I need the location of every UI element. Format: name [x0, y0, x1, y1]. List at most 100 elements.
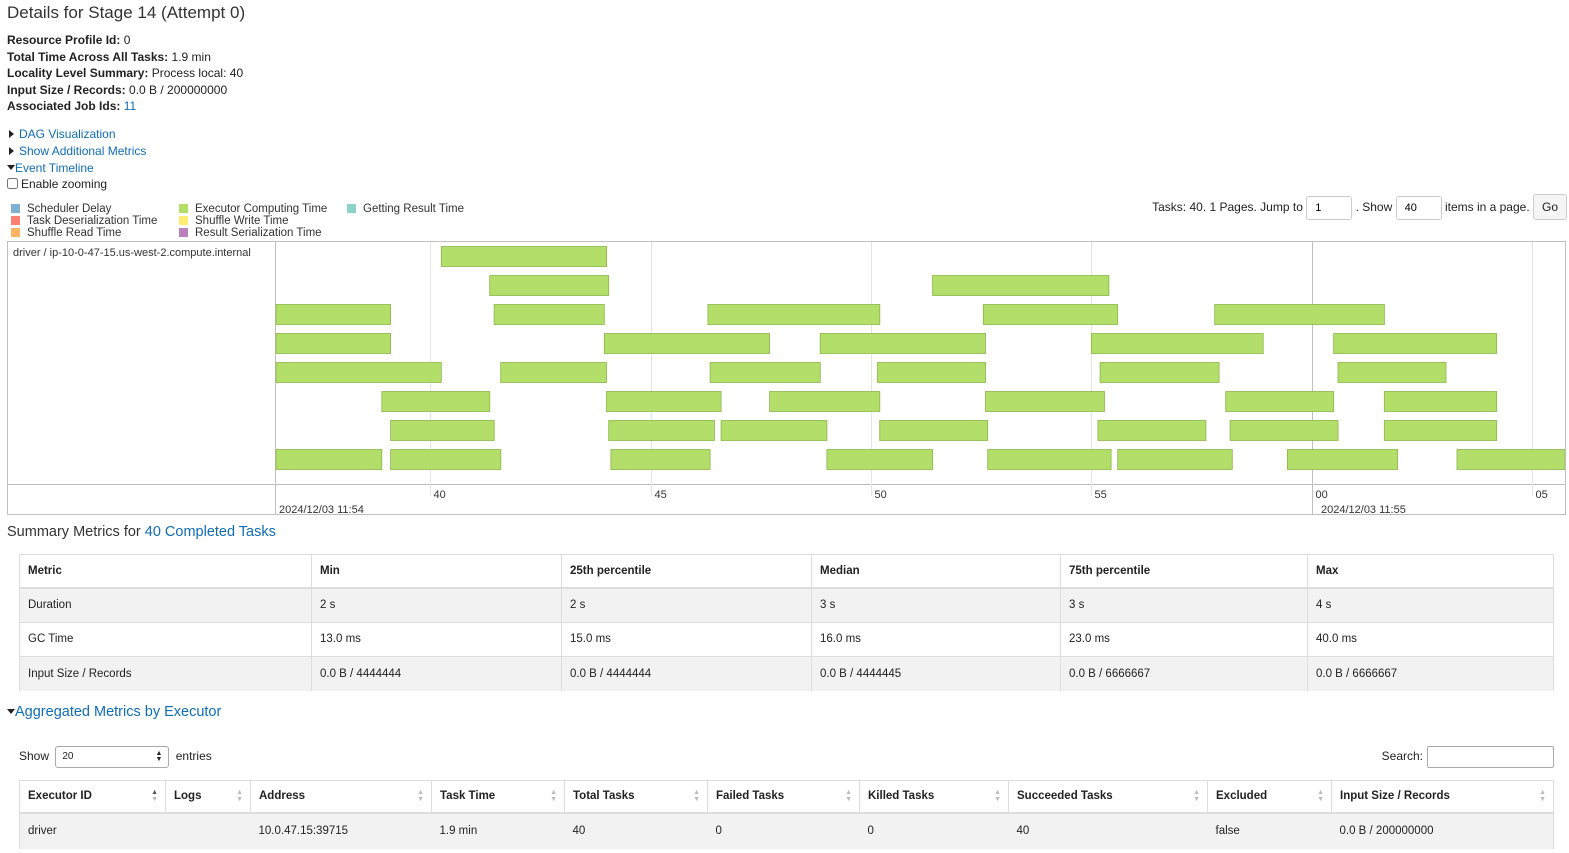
- task-bar[interactable]: [720, 420, 828, 441]
- task-bar[interactable]: [987, 449, 1112, 470]
- page-title: Details for Stage 14 (Attempt 0): [7, 3, 246, 22]
- task-bar[interactable]: [500, 362, 607, 383]
- sort-icon: ▲ ▼: [550, 789, 557, 803]
- task-bar[interactable]: [826, 449, 934, 470]
- task-bar[interactable]: [1097, 420, 1207, 441]
- timeline-tick-label: 05: [1536, 489, 1548, 501]
- column-header-task-time[interactable]: Task Time ▲ ▼: [431, 780, 565, 814]
- select-arrows-icon: ▲ ▼: [155, 750, 163, 763]
- dag-visualization-toggle[interactable]: DAG Visualization: [9, 127, 116, 141]
- task-bar[interactable]: [390, 420, 495, 441]
- task-bar[interactable]: [275, 304, 391, 325]
- event-timeline-link[interactable]: Event Timeline: [15, 161, 94, 175]
- timeline-canvas[interactable]: driver / ip-10-0-47-15.us-west-2.compute…: [8, 242, 1565, 514]
- aggregated-metrics-toggle[interactable]: Aggregated Metrics by Executor: [7, 704, 221, 720]
- additional-metrics-link[interactable]: Show Additional Metrics: [19, 144, 147, 158]
- entries-select[interactable]: 20 ▲ ▼: [55, 746, 170, 768]
- expanded-arrow-icon: [7, 165, 15, 170]
- task-bar[interactable]: [877, 362, 986, 383]
- sort-icon: ▲ ▼: [151, 789, 158, 803]
- jump-to-page-input[interactable]: [1306, 196, 1353, 220]
- expanded-arrow-icon: [7, 709, 15, 714]
- task-bar[interactable]: [879, 420, 989, 441]
- legend-swatch: [179, 228, 188, 237]
- timeline-task-bars: [275, 246, 1565, 470]
- legend-item: Scheduler Delay: [11, 203, 157, 215]
- column-header-address[interactable]: Address ▲ ▼: [250, 780, 432, 814]
- items-per-page-input[interactable]: [1395, 196, 1442, 220]
- task-bar[interactable]: [603, 333, 770, 354]
- task-bar[interactable]: [1456, 449, 1565, 470]
- column-header-killed-tasks[interactable]: Killed Tasks ▲ ▼: [859, 780, 1009, 814]
- task-bar[interactable]: [1099, 362, 1220, 383]
- task-bar[interactable]: [932, 275, 1110, 296]
- column-header-failed-tasks[interactable]: Failed Tasks ▲ ▼: [707, 780, 860, 814]
- task-bar[interactable]: [1333, 333, 1498, 354]
- column-header-executor-id[interactable]: Executor ID ▲ ▼: [19, 780, 166, 814]
- sort-icon: ▲ ▼: [1317, 789, 1324, 803]
- column-header-logs[interactable]: Logs ▲ ▼: [165, 780, 251, 814]
- timeline-end-date: 2024/12/03 11:55: [1321, 504, 1406, 514]
- column-header-input-size[interactable]: Input Size / Records ▲ ▼: [1331, 780, 1554, 814]
- task-bar[interactable]: [1214, 304, 1385, 325]
- task-bar[interactable]: [608, 420, 715, 441]
- task-bar[interactable]: [769, 391, 881, 412]
- legend-swatch: [179, 216, 188, 225]
- job-id-link[interactable]: 11: [123, 99, 137, 114]
- task-bar[interactable]: [819, 333, 986, 354]
- task-bar[interactable]: [610, 449, 711, 470]
- task-bar[interactable]: [275, 333, 391, 354]
- event-timeline-toggle[interactable]: Event Timeline: [7, 161, 94, 175]
- column-header: Median: [811, 554, 1061, 589]
- task-bar[interactable]: [1225, 391, 1335, 412]
- task-bar[interactable]: [709, 362, 821, 383]
- additional-metrics-toggle[interactable]: Show Additional Metrics: [9, 144, 146, 158]
- column-header-excluded[interactable]: Excluded ▲ ▼: [1207, 780, 1332, 814]
- timeline-group-label: driver / ip-10-0-47-15.us-west-2.compute…: [13, 247, 251, 259]
- task-bar[interactable]: [440, 246, 607, 267]
- dag-visualization-link[interactable]: DAG Visualization: [19, 127, 116, 141]
- table-row: Input Size / Records 0.0 B / 4444444 0.0…: [19, 656, 1554, 691]
- task-bar[interactable]: [275, 449, 383, 470]
- task-bar[interactable]: [1229, 420, 1339, 441]
- column-header: Metric: [19, 554, 312, 589]
- task-bar[interactable]: [1090, 333, 1264, 354]
- timeline-tick-label: 40: [434, 489, 446, 501]
- task-bar[interactable]: [1337, 362, 1447, 383]
- sort-icon: ▲ ▼: [994, 789, 1001, 803]
- go-button[interactable]: Go: [1533, 194, 1567, 220]
- task-bar[interactable]: [1117, 449, 1233, 470]
- task-bar[interactable]: [390, 449, 502, 470]
- task-bar[interactable]: [489, 275, 610, 296]
- task-bar[interactable]: [493, 304, 605, 325]
- task-bar[interactable]: [1383, 391, 1498, 412]
- task-bar[interactable]: [1287, 449, 1399, 470]
- column-header-succeeded-tasks[interactable]: Succeeded Tasks ▲ ▼: [1008, 780, 1208, 814]
- timeline-tick-label: 45: [655, 489, 667, 501]
- completed-tasks-link[interactable]: 40 Completed Tasks: [144, 524, 276, 540]
- task-bar[interactable]: [606, 391, 722, 412]
- column-header-total-tasks[interactable]: Total Tasks ▲ ▼: [564, 780, 708, 814]
- task-bar[interactable]: [1383, 420, 1498, 441]
- search-input[interactable]: [1427, 746, 1554, 768]
- summary-input-size: Input Size / Records: 0.0 B / 200000000: [7, 82, 228, 97]
- sort-icon: ▲ ▼: [417, 789, 424, 803]
- aggregated-metrics-link[interactable]: Aggregated Metrics by Executor: [15, 704, 222, 720]
- legend-item: Shuffle Write Time: [179, 215, 327, 227]
- legend-swatch: [347, 204, 356, 213]
- legend-item: Getting Result Time: [347, 203, 464, 215]
- legend-column-2: Executor Computing Time Shuffle Write Ti…: [179, 203, 327, 239]
- task-bar[interactable]: [275, 362, 442, 383]
- task-bar[interactable]: [985, 391, 1105, 412]
- task-bar[interactable]: [381, 391, 491, 412]
- column-header: 25th percentile: [561, 554, 812, 589]
- summary-locality: Locality Level Summary: Process local: 4…: [7, 66, 244, 81]
- table-header-row: Executor ID ▲ ▼ Logs ▲ ▼ Address ▲ ▼ Task Time…: [19, 780, 1554, 814]
- event-timeline[interactable]: driver / ip-10-0-47-15.us-west-2.compute…: [7, 241, 1566, 515]
- enable-zooming-checkbox[interactable]: [7, 178, 18, 189]
- summary-resource-profile: Resource Profile Id: 0: [7, 33, 131, 47]
- task-bar[interactable]: [982, 304, 1119, 325]
- task-bar[interactable]: [707, 304, 881, 325]
- pager-show-label: . Show: [1355, 200, 1393, 214]
- enable-zooming-control: Enable zooming: [7, 177, 107, 191]
